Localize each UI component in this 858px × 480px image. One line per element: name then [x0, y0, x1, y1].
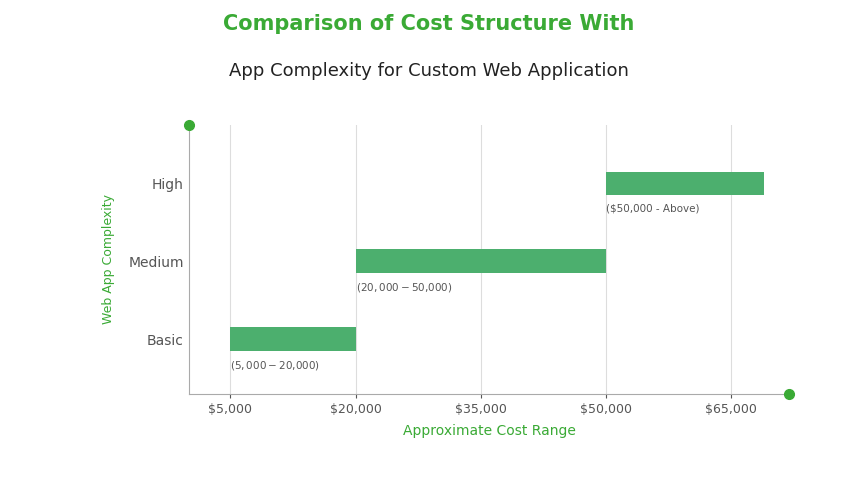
Y-axis label: Web App Complexity: Web App Complexity: [101, 194, 114, 324]
Bar: [355, 250, 606, 273]
Text: ($5,000 - $20,000): ($5,000 - $20,000): [231, 360, 320, 372]
Text: Comparison of Cost Structure With: Comparison of Cost Structure With: [223, 14, 635, 35]
Text: ($50,000 - Above): ($50,000 - Above): [606, 204, 699, 214]
Text: ($20,000 - $50,000): ($20,000 - $50,000): [355, 281, 452, 294]
Bar: [231, 327, 355, 351]
Text: App Complexity for Custom Web Application: App Complexity for Custom Web Applicatio…: [229, 62, 629, 80]
Bar: [606, 171, 764, 195]
X-axis label: Approximate Cost Range: Approximate Cost Range: [402, 424, 576, 438]
